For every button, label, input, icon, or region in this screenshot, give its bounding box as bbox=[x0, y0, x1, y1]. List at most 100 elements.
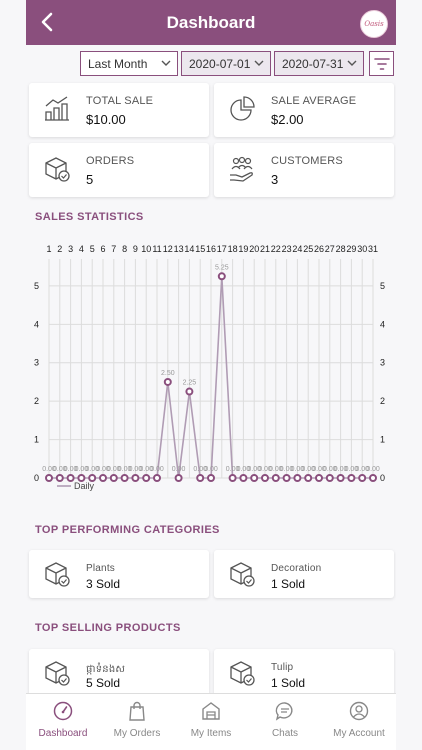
data-label: 0.00 bbox=[355, 466, 369, 473]
y-tick-label-left: 4 bbox=[34, 319, 39, 329]
data-label: 0.00 bbox=[129, 466, 143, 473]
nav-dashboard[interactable]: Dashboard bbox=[26, 694, 100, 750]
data-label: 0.00 bbox=[193, 466, 207, 473]
data-label: 0.00 bbox=[247, 466, 261, 473]
x-tick-label: 15 bbox=[195, 244, 205, 254]
orders-value: 5 bbox=[86, 172, 94, 187]
x-tick-label: 21 bbox=[260, 244, 270, 254]
x-tick-label: 25 bbox=[303, 244, 313, 254]
nav-chats[interactable]: Chats bbox=[248, 694, 322, 750]
product-card-tulip[interactable]: Tulip 1 Sold bbox=[214, 649, 394, 693]
x-tick-label: 2 bbox=[57, 244, 62, 254]
data-point bbox=[55, 474, 64, 482]
data-label: 0.00 bbox=[85, 466, 99, 473]
x-tick-label: 9 bbox=[133, 244, 138, 254]
top-products-title: TOP SELLING PRODUCTS bbox=[35, 622, 181, 634]
category-sold: 1 Sold bbox=[271, 577, 306, 591]
nav-label: My Orders bbox=[113, 728, 161, 739]
data-point bbox=[304, 474, 313, 482]
y-tick-label-left: 5 bbox=[34, 281, 39, 291]
nav-my-items[interactable]: My Items bbox=[174, 694, 248, 750]
data-point bbox=[250, 474, 259, 482]
start-date-select[interactable]: 2020-07-01 bbox=[181, 51, 271, 76]
data-label: 0.00 bbox=[280, 466, 294, 473]
x-tick-label: 13 bbox=[174, 244, 184, 254]
data-point bbox=[315, 474, 323, 482]
data-label: 0.00 bbox=[226, 466, 240, 473]
data-point bbox=[228, 474, 237, 482]
nav-my-account[interactable]: My Account bbox=[322, 694, 396, 750]
sales-line-chart: 0 01 12 23 34 45 51 2 3 4 5 6 7 8 9 10 11 12 13 14 15 16 17 18 1… bbox=[34, 244, 385, 491]
box-icon bbox=[45, 661, 70, 686]
product-card-khmer-flower[interactable]: ផ្កាទំនងស 5 Sold bbox=[29, 649, 209, 693]
top-categories-title: TOP PERFORMING CATEGORIES bbox=[35, 524, 220, 536]
nav-my-orders[interactable]: My Orders bbox=[100, 694, 174, 750]
data-point bbox=[271, 474, 280, 482]
data-point bbox=[336, 474, 345, 482]
orders-label: ORDERS bbox=[86, 155, 135, 167]
category-sold: 3 Sold bbox=[86, 577, 121, 591]
pie-chart-icon bbox=[230, 96, 255, 121]
gauge-icon bbox=[53, 701, 73, 721]
data-label: 0.00 bbox=[64, 466, 78, 473]
data-label: 0.00 bbox=[291, 466, 305, 473]
x-tick-label: 28 bbox=[336, 244, 346, 254]
start-date-value: 2020-07-01 bbox=[189, 56, 251, 71]
x-tick-label: 31 bbox=[368, 244, 378, 254]
chevron-down-icon bbox=[161, 60, 171, 66]
data-label: 0.00 bbox=[75, 466, 89, 473]
y-tick-label-right: 0 bbox=[380, 473, 385, 483]
data-point bbox=[142, 474, 151, 482]
x-tick-label: 6 bbox=[100, 244, 105, 254]
data-label: 0.00 bbox=[150, 466, 164, 473]
data-label: 2.25 bbox=[183, 380, 197, 387]
end-date-select[interactable]: 2020-07-31 bbox=[274, 51, 364, 76]
data-point bbox=[347, 474, 356, 482]
data-label: 0.00 bbox=[42, 466, 56, 473]
data-point bbox=[131, 474, 140, 482]
x-tick-label: 12 bbox=[163, 244, 173, 254]
box-icon bbox=[45, 157, 70, 182]
data-label: 0.00 bbox=[172, 466, 186, 473]
period-select[interactable]: Last Month bbox=[80, 51, 178, 76]
customers-hand-icon bbox=[230, 156, 253, 182]
user-icon bbox=[349, 701, 369, 721]
x-tick-label: 17 bbox=[217, 244, 227, 254]
data-label: 0.00 bbox=[237, 466, 251, 473]
x-tick-label: 16 bbox=[206, 244, 216, 254]
x-tick-label: 8 bbox=[122, 244, 127, 254]
data-point bbox=[239, 474, 248, 482]
total-sale-card: TOTAL SALE $10.00 bbox=[29, 83, 209, 137]
data-point bbox=[282, 474, 291, 482]
page-title: Dashboard bbox=[166, 12, 256, 32]
data-label: 0.00 bbox=[107, 466, 121, 473]
data-label: 0.00 bbox=[269, 466, 283, 473]
orders-card: ORDERS 5 bbox=[29, 143, 209, 197]
dashboard-content: Last Month 2020-07-01 2020-07-31 TOTAL S… bbox=[26, 45, 396, 693]
filter-button[interactable] bbox=[369, 51, 394, 76]
brand-logo-text: Oasis bbox=[364, 20, 384, 28]
bar-chart-icon bbox=[45, 96, 69, 121]
chevron-down-icon bbox=[254, 60, 264, 66]
legend-label-daily: Daily bbox=[74, 481, 95, 491]
data-point bbox=[99, 474, 107, 482]
nav-label: My Items bbox=[190, 728, 232, 739]
data-label: 0.00 bbox=[53, 466, 67, 473]
data-point bbox=[120, 474, 129, 482]
sale-average-label: SALE AVERAGE bbox=[271, 95, 357, 107]
category-card-plants[interactable]: Plants 3 Sold bbox=[29, 550, 209, 598]
shopping-bag-icon bbox=[129, 701, 145, 721]
back-arrow-icon[interactable] bbox=[36, 10, 60, 34]
data-label: 0.00 bbox=[323, 466, 337, 473]
end-date-value: 2020-07-31 bbox=[282, 56, 344, 71]
y-tick-label-left: 0 bbox=[34, 473, 39, 483]
data-point bbox=[153, 474, 161, 482]
x-tick-label: 22 bbox=[271, 244, 281, 254]
data-label: 0.00 bbox=[258, 466, 272, 473]
data-label: 2.50 bbox=[161, 370, 175, 377]
data-point bbox=[77, 474, 86, 482]
category-card-decoration[interactable]: Decoration 1 Sold bbox=[214, 550, 394, 598]
bottom-navigation: Dashboard My Orders My Items Chats My Ac… bbox=[26, 693, 396, 750]
data-point bbox=[261, 474, 269, 482]
data-point bbox=[325, 474, 334, 482]
